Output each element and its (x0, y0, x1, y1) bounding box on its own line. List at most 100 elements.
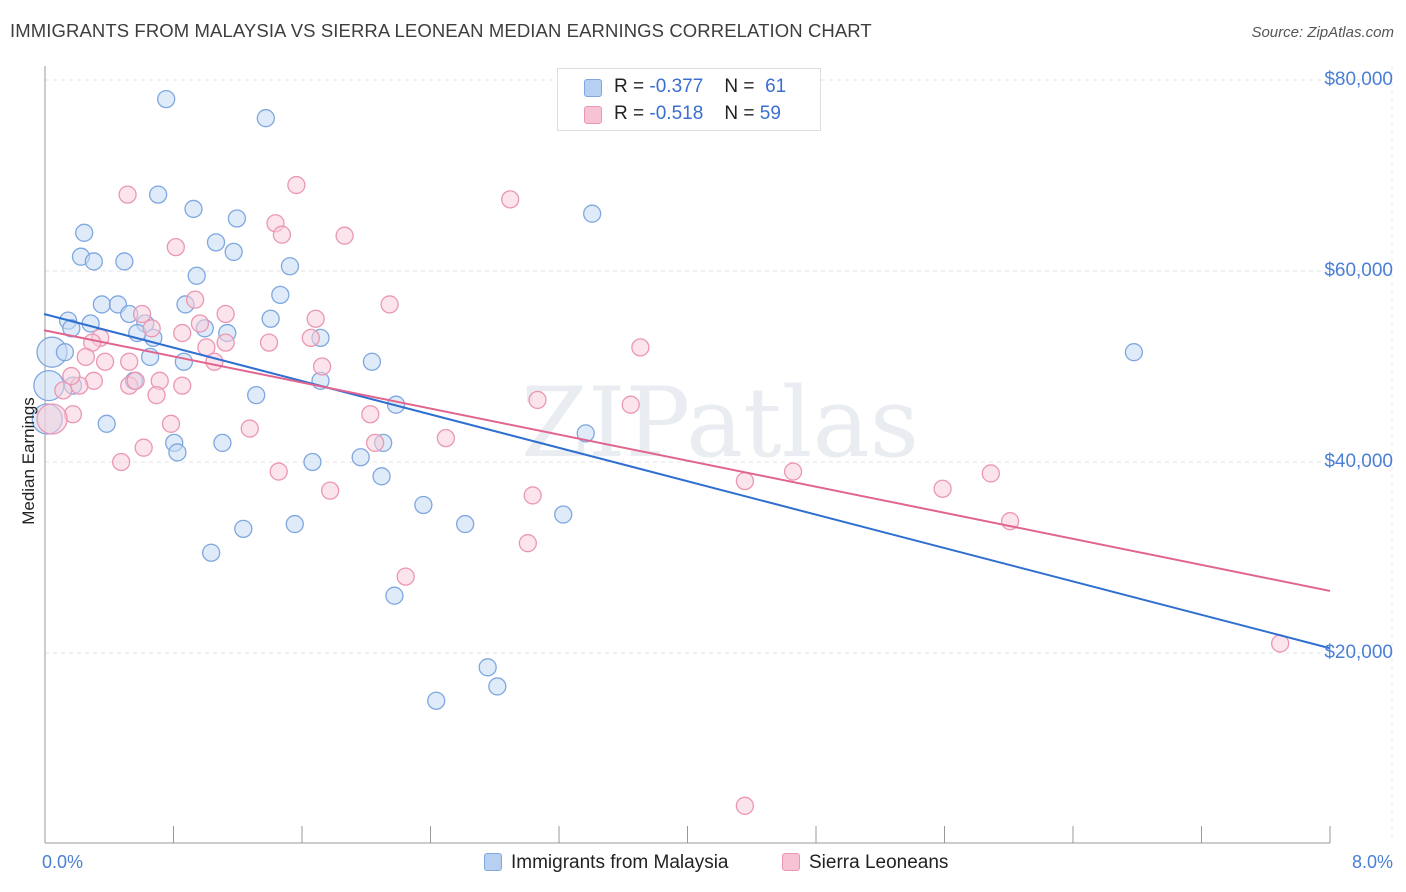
point-sierra-leone (301, 328, 320, 348)
point-malaysia (157, 89, 176, 109)
y-tick-label: $20,000 (1324, 642, 1393, 663)
series-legend-malaysia[interactable]: Immigrants from Malaysia (484, 852, 729, 874)
point-malaysia (206, 233, 226, 252)
series-name: Immigrants from Malaysia (511, 852, 729, 873)
x-tick-label-min: 0.0% (42, 852, 84, 872)
point-malaysia (414, 495, 433, 515)
y-tick-label: $40,000 (1324, 451, 1393, 472)
point-sierra-leone (335, 226, 354, 245)
point-sierra-leone (76, 347, 95, 367)
point-sierra-leone (166, 237, 185, 257)
legend-r-value: -0.518 (649, 103, 704, 124)
point-sierra-leone (523, 486, 542, 505)
point-sierra-leone (142, 319, 161, 338)
point-malaysia (75, 223, 94, 242)
point-sierra-leone (126, 371, 145, 390)
point-malaysia (271, 285, 290, 305)
point-malaysia (478, 658, 497, 677)
y-tick-label: $60,000 (1324, 260, 1393, 281)
point-malaysia (362, 352, 382, 371)
point-sierra-leone (185, 290, 205, 309)
point-malaysia (385, 586, 404, 605)
point-sierra-leone (365, 433, 385, 453)
legend-n-label: N = (724, 103, 755, 124)
point-sierra-leone (240, 419, 259, 438)
point-sierra-leone (272, 225, 292, 244)
legend-r-label: R = (614, 103, 645, 124)
series-legend-sierra-leone[interactable]: Sierra Leoneans (782, 852, 948, 874)
point-malaysia (456, 514, 475, 534)
point-sierra-leone (216, 304, 235, 324)
point-sierra-leone (320, 481, 340, 500)
trend-line-malaysia (43, 313, 1331, 650)
point-sierra-leone (173, 323, 192, 343)
point-sierra-leone (396, 567, 415, 586)
point-sierra-leone (981, 464, 1000, 483)
legend-n-value: 61 (765, 76, 787, 97)
point-sierra-leone (216, 333, 235, 352)
point-sierra-leone (112, 452, 131, 472)
point-sierra-leone (933, 479, 952, 498)
point-malaysia (351, 448, 370, 467)
point-sierra-leone (132, 304, 152, 324)
point-malaysia (184, 199, 203, 219)
point-malaysia (372, 467, 391, 486)
point-malaysia (303, 452, 322, 472)
point-sierra-leone (118, 185, 137, 204)
point-sierra-leone (518, 534, 538, 553)
point-sierra-leone (528, 390, 547, 410)
gridlines (45, 79, 1392, 654)
source-label: Source: ZipAtlas.com (1251, 24, 1394, 41)
point-sierra-leone (134, 438, 153, 457)
point-malaysia (427, 691, 446, 710)
legend-swatch-pink (782, 853, 800, 871)
point-malaysia (583, 204, 602, 223)
legend-r-value: -0.377 (649, 76, 704, 97)
point-malaysia (261, 309, 280, 328)
point-sierra-leone (312, 357, 332, 376)
point-sierra-leone (380, 295, 399, 314)
point-malaysia (55, 343, 75, 362)
point-malaysia (224, 242, 243, 262)
point-sierra-leone (735, 471, 755, 491)
point-sierra-leone (501, 190, 520, 209)
legend-n-value: 59 (759, 103, 781, 124)
point-malaysia (227, 209, 247, 228)
point-sierra-leone (735, 796, 755, 815)
point-sierra-leone (306, 309, 325, 328)
point-sierra-leone (269, 462, 288, 481)
point-malaysia (92, 295, 112, 314)
axes (44, 66, 1393, 844)
correlation-legend: R = -0.377 N = 61 R = -0.518 N = 59 (557, 68, 821, 131)
series-name: Sierra Leoneans (809, 852, 949, 873)
point-malaysia (576, 424, 595, 443)
point-malaysia (213, 433, 232, 453)
point-sierra-leone (621, 395, 640, 414)
point-malaysia (202, 543, 221, 562)
point-malaysia (97, 414, 116, 433)
point-malaysia (148, 185, 168, 204)
point-malaysia (285, 514, 304, 534)
point-sierra-leone (62, 366, 81, 386)
point-sierra-leone (173, 376, 192, 395)
trend-line-sierra-leone (43, 329, 1331, 592)
point-sierra-leone (161, 414, 181, 433)
point-malaysia (187, 266, 206, 285)
point-sierra-leone (436, 428, 456, 448)
point-sierra-leone (147, 385, 166, 405)
point-malaysia (280, 257, 300, 276)
point-sierra-leone (120, 352, 139, 371)
point-sierra-leone (259, 333, 279, 352)
y-axis-label: Median Earnings (19, 397, 38, 525)
legend-swatch-blue (484, 853, 502, 871)
chart-title: IMMIGRANTS FROM MALAYSIA VS SIERRA LEONE… (10, 20, 872, 41)
y-tick-label: $80,000 (1324, 69, 1393, 90)
point-sierra-leone (54, 381, 73, 400)
point-sierra-leone (190, 314, 210, 333)
point-sierra-leone (361, 405, 380, 424)
point-malaysia (247, 385, 266, 405)
point-malaysia (62, 319, 81, 338)
trend-lines (43, 313, 1331, 650)
legend-swatch-pink (584, 106, 602, 124)
